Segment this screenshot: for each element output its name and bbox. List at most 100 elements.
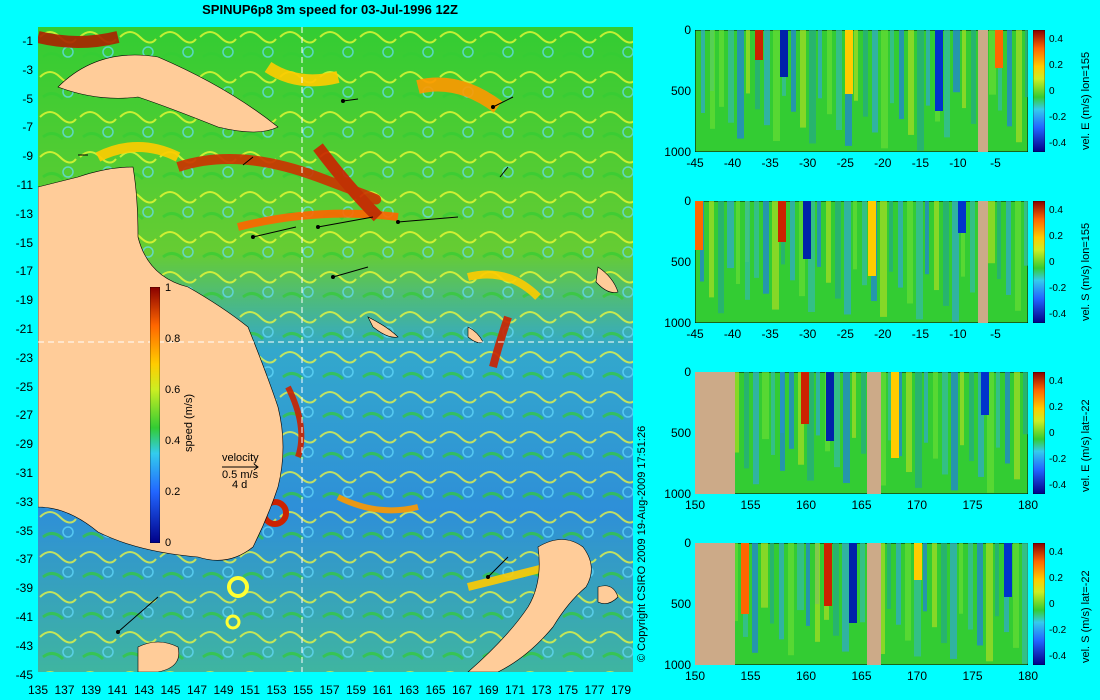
lon-tick-label: 149 [213, 683, 234, 697]
section-x-tick-label: -5 [990, 156, 1001, 170]
section-colorbar-tick: 0 [1049, 257, 1055, 268]
section-x-tick-label: -15 [911, 327, 930, 341]
colorbar-tick-label: 0.2 [165, 486, 181, 498]
section-colorbar-tick: 0.4 [1049, 205, 1063, 216]
lon-tick-label: 161 [372, 683, 393, 697]
velocity-key-value: 0.5 m/s [222, 469, 259, 481]
section-x-tick-label: -35 [761, 327, 779, 341]
speed-colorbar [150, 287, 160, 543]
land [38, 54, 619, 672]
speed-map [38, 27, 633, 672]
depth-tick-label: 500 [670, 255, 691, 269]
lon-tick-label: 171 [504, 683, 526, 697]
depth-tick-label: 1000 [664, 145, 691, 159]
section-x-tick-label: -45 [686, 156, 704, 170]
depth-tick-label: 500 [670, 597, 691, 611]
section-x-tick-label: 175 [962, 669, 983, 683]
lon-tick-label: 151 [239, 683, 261, 697]
section-label: vel. S (m/s) lat=-22 [1080, 570, 1092, 663]
section-plot-1 [695, 30, 1028, 152]
lon-tick-label: 173 [531, 683, 552, 697]
lon-tick-label: 175 [557, 683, 579, 697]
lat-tick-label: -17 [15, 264, 33, 279]
colorbar-tick-label: 0.4 [165, 435, 181, 447]
section-x-tick-label: 180 [1017, 498, 1039, 512]
lon-tick-label: 153 [266, 683, 287, 697]
section-colorbar-tick: 0.4 [1049, 376, 1063, 387]
section-plot-3 [695, 372, 1028, 494]
lon-tick-label: 169 [478, 683, 499, 697]
lon-tick-label: 157 [319, 683, 340, 697]
section-label: vel. S (m/s) lon=155 [1080, 222, 1092, 321]
section-x-tick-label: -40 [723, 327, 742, 341]
colorbar-label: speed (m/s) [183, 393, 195, 452]
section-colorbar-tick: -0.4 [1049, 480, 1067, 491]
lat-tick-label: -37 [15, 552, 33, 567]
depth-tick-label: 0 [684, 365, 691, 379]
depth-tick-label: 1000 [664, 316, 691, 330]
depth-tick-label: 1000 [664, 658, 691, 672]
section-x-tick-label: 155 [740, 669, 761, 683]
section-x-tick-label: 180 [1017, 669, 1039, 683]
velocity-key-title: velocity [222, 452, 259, 464]
section-colorbar-tick: 0.2 [1049, 60, 1063, 71]
figure-title: SPINUP6p8 3m speed for 03-Jul-1996 12Z [202, 2, 458, 17]
section-x-tick-label: -30 [799, 327, 817, 341]
section-x-tick-label: 160 [795, 498, 817, 512]
lat-tick-label: -43 [15, 638, 33, 653]
section-colorbar-tick: -0.2 [1049, 625, 1067, 636]
section-x-tick-label: 165 [851, 669, 872, 683]
section-x-tick-label: 165 [851, 498, 872, 512]
section-x-tick-label: -20 [874, 156, 892, 170]
section-colorbar-tick: 0.4 [1049, 34, 1063, 45]
colorbar-tick-label: 0 [165, 537, 172, 549]
colorbar-tick-label: 0.6 [165, 384, 181, 396]
lat-tick-label: -31 [15, 466, 33, 480]
colorbar-tick-label: 0.8 [165, 333, 181, 345]
lat-tick-label: -41 [15, 610, 33, 624]
lat-tick-label: -1 [22, 34, 33, 48]
section-x-tick-label: -10 [949, 327, 967, 341]
section-x-tick-label: 170 [906, 498, 928, 512]
lat-tick-label: -27 [15, 408, 33, 423]
lon-tick-label: 177 [584, 683, 605, 697]
colorbar-tick-label: 1 [165, 282, 172, 294]
lat-tick-label: -9 [22, 149, 33, 164]
lon-tick-label: 163 [398, 683, 420, 697]
lon-tick-label: 147 [186, 683, 208, 697]
section-x-tick-label: -40 [723, 156, 742, 170]
section-plot-2 [695, 201, 1028, 323]
section-colorbar-tick: 0 [1049, 599, 1055, 610]
lat-tick-label: -45 [15, 667, 33, 682]
lon-tick-label: 141 [107, 683, 128, 697]
lat-tick-label: -39 [15, 581, 33, 596]
lon-tick-label: 179 [610, 683, 632, 697]
depth-tick-label: 1000 [664, 487, 691, 501]
lat-tick-label: -35 [15, 523, 33, 538]
lat-tick-label: -19 [15, 293, 33, 308]
depth-tick-label: 500 [670, 84, 691, 98]
lat-tick-label: -23 [15, 350, 33, 365]
lat-tick-label: -5 [22, 91, 33, 106]
section-x-tick-label: -30 [799, 156, 817, 170]
section-x-tick-label: -15 [911, 156, 930, 170]
copyright-text: © Copyright CSIRO 2009 19-Aug-2009 17:51… [636, 425, 648, 662]
section-colorbar-tick: -0.2 [1049, 283, 1067, 294]
lon-tick-label: 139 [80, 683, 102, 697]
section-colorbar-tick: 0 [1049, 428, 1055, 439]
section-colorbar-tick: 0.2 [1049, 402, 1063, 413]
depth-tick-label: 0 [684, 23, 691, 37]
lat-tick-label: -25 [15, 379, 33, 394]
depth-tick-label: 500 [670, 426, 691, 440]
lon-tick-label: 143 [133, 683, 155, 697]
section-colorbar-1 [1033, 30, 1045, 152]
section-label: vel. E (m/s) lat=-22 [1080, 399, 1092, 492]
section-label: vel. E (m/s) lon=155 [1080, 51, 1092, 150]
lat-tick-label: -13 [15, 206, 33, 221]
section-x-tick-label: 175 [962, 498, 983, 512]
section-x-tick-label: -5 [990, 327, 1001, 341]
section-x-tick-label: -35 [761, 156, 779, 170]
lat-tick-label: -21 [15, 322, 33, 336]
section-colorbar-tick: -0.4 [1049, 651, 1067, 662]
depth-tick-label: 0 [684, 536, 691, 550]
